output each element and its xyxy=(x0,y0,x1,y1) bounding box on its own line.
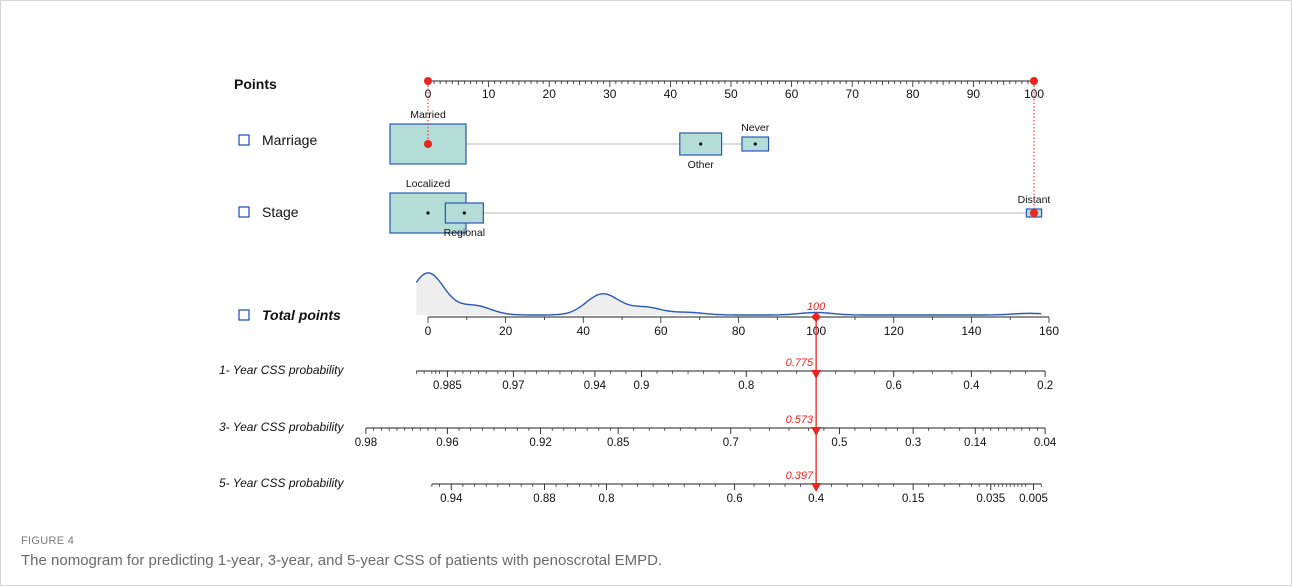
level-center-dot xyxy=(426,211,430,215)
probability-marker xyxy=(811,370,822,379)
prob-tick-label: 0.98 xyxy=(355,437,377,449)
points-tick-label: 60 xyxy=(785,87,799,101)
prob-tick-label: 0.8 xyxy=(599,493,615,505)
level-label: Localized xyxy=(406,178,451,190)
points-row: Points 0 10 20 30 40 50 60 70 80 90 100 xyxy=(234,76,1044,101)
stage-checkbox-icon[interactable] xyxy=(238,206,250,218)
probability-axes-marks: 0.985 0.97 0.94 0.9 0.8 0.6 0.4 0.2 0.98 0.96 0.92… xyxy=(355,370,1057,505)
prob-tick-label: 0.005 xyxy=(1019,493,1048,505)
total-points-diamond xyxy=(811,312,822,322)
prob-tick-label: 0.4 xyxy=(808,493,825,505)
marriage-checkbox-icon[interactable] xyxy=(238,134,250,146)
probability-axes: 1- Year CSS probability 3- Year CSS prob… xyxy=(219,363,1057,505)
level-label: Married xyxy=(410,109,446,121)
total-points-value: 100 xyxy=(807,301,826,313)
marriage-variable-label: Marriage xyxy=(262,132,317,148)
points-tick-label: 20 xyxy=(543,87,557,101)
prob-tick-label: 0.14 xyxy=(964,437,987,449)
prob-tick-label: 0.8 xyxy=(738,380,754,392)
prob-tick-label: 0.2 xyxy=(1037,380,1053,392)
probability-value: 0.397 xyxy=(786,470,814,482)
prob-tick-label: 0.035 xyxy=(976,493,1005,505)
points-axis-label: Points xyxy=(234,76,277,92)
prob-3yr-label: 3- Year CSS probability xyxy=(219,420,345,434)
density-curve xyxy=(415,272,1042,316)
selected-points-marker xyxy=(1030,77,1038,85)
prob-tick-label: 0.94 xyxy=(440,493,463,505)
prob-tick-label: 0.985 xyxy=(433,380,462,392)
prob-tick-label: 0.6 xyxy=(886,380,902,392)
level-label: Never xyxy=(741,122,770,134)
level-label: Regional xyxy=(444,227,485,239)
prob-tick-label: 0.94 xyxy=(584,380,607,392)
figure-caption: The nomogram for predicting 1-year, 3-ye… xyxy=(21,552,663,569)
total-points-density xyxy=(415,272,1042,316)
probability-value: 0.775 xyxy=(786,357,814,369)
total-tick-label: 140 xyxy=(961,324,981,338)
level-label: Distant xyxy=(1018,194,1051,206)
probability-value: 0.573 xyxy=(786,414,814,426)
prob-tick-label: 0.96 xyxy=(436,437,458,449)
prob-tick-label: 0.85 xyxy=(607,437,629,449)
probability-marker xyxy=(811,427,822,436)
total-tick-label: 0 xyxy=(425,324,432,338)
prob-tick-label: 0.5 xyxy=(831,437,847,449)
prob-tick-label: 0.15 xyxy=(902,493,924,505)
prob-tick-label: 0.9 xyxy=(633,380,649,392)
level-center-dot xyxy=(462,211,466,215)
selected-points-marker xyxy=(424,77,432,85)
prob-tick-label: 0.7 xyxy=(723,437,739,449)
points-axis: 0 10 20 30 40 50 60 70 80 90 100 xyxy=(425,81,1044,101)
stage-row: Stage Localized Regional Distant xyxy=(238,178,1051,239)
points-tick-label: 0 xyxy=(425,87,432,101)
prob-1yr-label: 1- Year CSS probability xyxy=(219,363,345,377)
prob-tick-label: 0.88 xyxy=(533,493,555,505)
prob-tick-label: 0.4 xyxy=(963,380,980,392)
total-points-axis: 0 20 40 60 80 100 120 140 160 xyxy=(425,316,1059,338)
points-tick-label: 100 xyxy=(1024,87,1044,101)
total-points-label: Total points xyxy=(262,307,341,323)
prob-tick-label: 0.04 xyxy=(1034,437,1057,449)
figure-label: FIGURE 4 xyxy=(21,535,75,547)
level-label: Other xyxy=(688,159,715,171)
points-tick-label: 40 xyxy=(664,87,678,101)
level-center-dot xyxy=(753,142,757,146)
points-tick-label: 80 xyxy=(906,87,920,101)
stage-variable-label: Stage xyxy=(262,204,299,220)
stage-levels: Localized Regional Distant xyxy=(389,178,1051,239)
total-points-row: Total points 0 20 40 60 80 100 120 140 160 xyxy=(238,272,1059,338)
density-area xyxy=(416,272,1042,315)
probability-marker xyxy=(811,483,822,492)
prob-tick-label: 0.97 xyxy=(502,380,524,392)
total-points-checkbox-icon[interactable] xyxy=(238,309,250,321)
points-tick-label: 30 xyxy=(603,87,617,101)
marriage-levels: Married Other Never xyxy=(389,109,770,171)
prob-tick-label: 0.92 xyxy=(529,437,551,449)
total-tick-label: 60 xyxy=(654,324,668,338)
points-tick-label: 50 xyxy=(724,87,738,101)
distant-selected-dot xyxy=(1030,209,1038,217)
points-tick-label: 90 xyxy=(967,87,981,101)
total-tick-label: 160 xyxy=(1039,324,1059,338)
total-tick-label: 80 xyxy=(732,324,746,338)
marriage-row: Marriage Married Other Never xyxy=(238,109,770,171)
points-tick-label: 10 xyxy=(482,87,496,101)
prob-5yr-label: 5- Year CSS probability xyxy=(219,476,345,490)
prob-tick-label: 0.3 xyxy=(905,437,921,449)
nomogram-chart: Points 0 10 20 30 40 50 60 70 80 90 100 Marriage M… xyxy=(219,76,1059,505)
level-center-dot xyxy=(699,142,703,146)
total-tick-label: 40 xyxy=(577,324,591,338)
points-tick-label: 70 xyxy=(846,87,860,101)
total-tick-label: 120 xyxy=(884,324,904,338)
total-tick-label: 20 xyxy=(499,324,513,338)
prob-tick-label: 0.6 xyxy=(727,493,743,505)
married-selected-dot xyxy=(424,140,432,148)
